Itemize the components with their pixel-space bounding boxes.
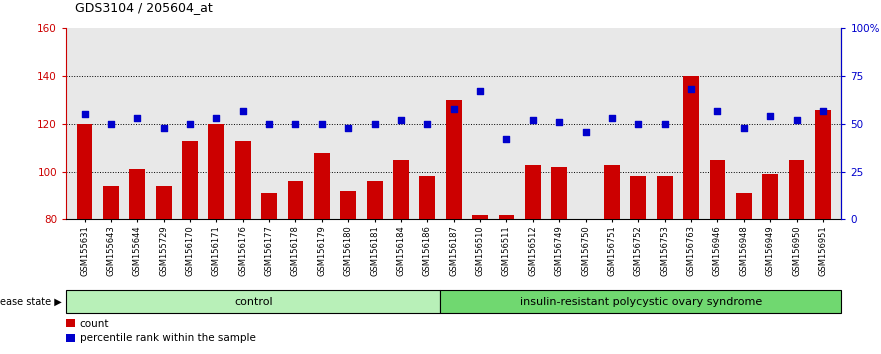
Point — [210, 115, 224, 121]
Bar — [552, 167, 567, 219]
Text: insulin-resistant polycystic ovary syndrome: insulin-resistant polycystic ovary syndr… — [520, 297, 762, 307]
Point — [526, 117, 540, 123]
Point — [500, 136, 514, 142]
Bar — [499, 215, 515, 219]
Point — [816, 108, 830, 113]
Point — [789, 117, 803, 123]
Bar — [130, 169, 145, 219]
Point — [78, 112, 92, 117]
Bar — [66, 290, 440, 313]
Bar — [419, 176, 435, 219]
Point — [684, 87, 698, 92]
Point — [763, 113, 777, 119]
Bar — [156, 186, 172, 219]
Point — [262, 121, 276, 127]
Point — [183, 121, 197, 127]
Point — [104, 121, 118, 127]
Bar — [736, 193, 751, 219]
Bar — [604, 165, 620, 219]
Bar — [66, 319, 75, 327]
Point — [710, 108, 724, 113]
Point — [341, 125, 355, 131]
Point — [394, 117, 408, 123]
Bar — [340, 191, 356, 219]
Bar — [393, 160, 409, 219]
Bar — [788, 160, 804, 219]
Bar — [472, 215, 488, 219]
Point — [288, 121, 302, 127]
Bar — [762, 174, 778, 219]
Point — [579, 129, 593, 135]
Text: disease state ▶: disease state ▶ — [0, 297, 62, 307]
Point — [632, 121, 646, 127]
Text: GDS3104 / 205604_at: GDS3104 / 205604_at — [75, 1, 212, 14]
Point — [315, 121, 329, 127]
Point — [367, 121, 381, 127]
Bar — [366, 181, 382, 219]
Bar — [287, 181, 303, 219]
Bar — [66, 334, 75, 342]
Point — [420, 121, 434, 127]
Bar — [314, 153, 329, 219]
Point — [657, 121, 671, 127]
Bar — [235, 141, 251, 219]
Bar — [261, 193, 277, 219]
Point — [157, 125, 171, 131]
Bar — [683, 76, 699, 219]
Bar — [446, 100, 462, 219]
Bar — [709, 160, 725, 219]
Bar — [815, 110, 831, 219]
Text: count: count — [79, 319, 109, 329]
Text: percentile rank within the sample: percentile rank within the sample — [79, 333, 255, 343]
Bar — [656, 176, 672, 219]
Point — [130, 115, 144, 121]
Text: control: control — [233, 297, 272, 307]
Point — [605, 115, 619, 121]
Point — [447, 106, 461, 112]
Point — [473, 88, 487, 94]
Point — [552, 119, 566, 125]
Bar — [631, 176, 647, 219]
Bar — [77, 124, 93, 219]
Point — [236, 108, 250, 113]
Bar — [182, 141, 198, 219]
Point — [737, 125, 751, 131]
Bar — [440, 290, 841, 313]
Bar — [209, 124, 225, 219]
Bar — [103, 186, 119, 219]
Bar — [525, 165, 541, 219]
